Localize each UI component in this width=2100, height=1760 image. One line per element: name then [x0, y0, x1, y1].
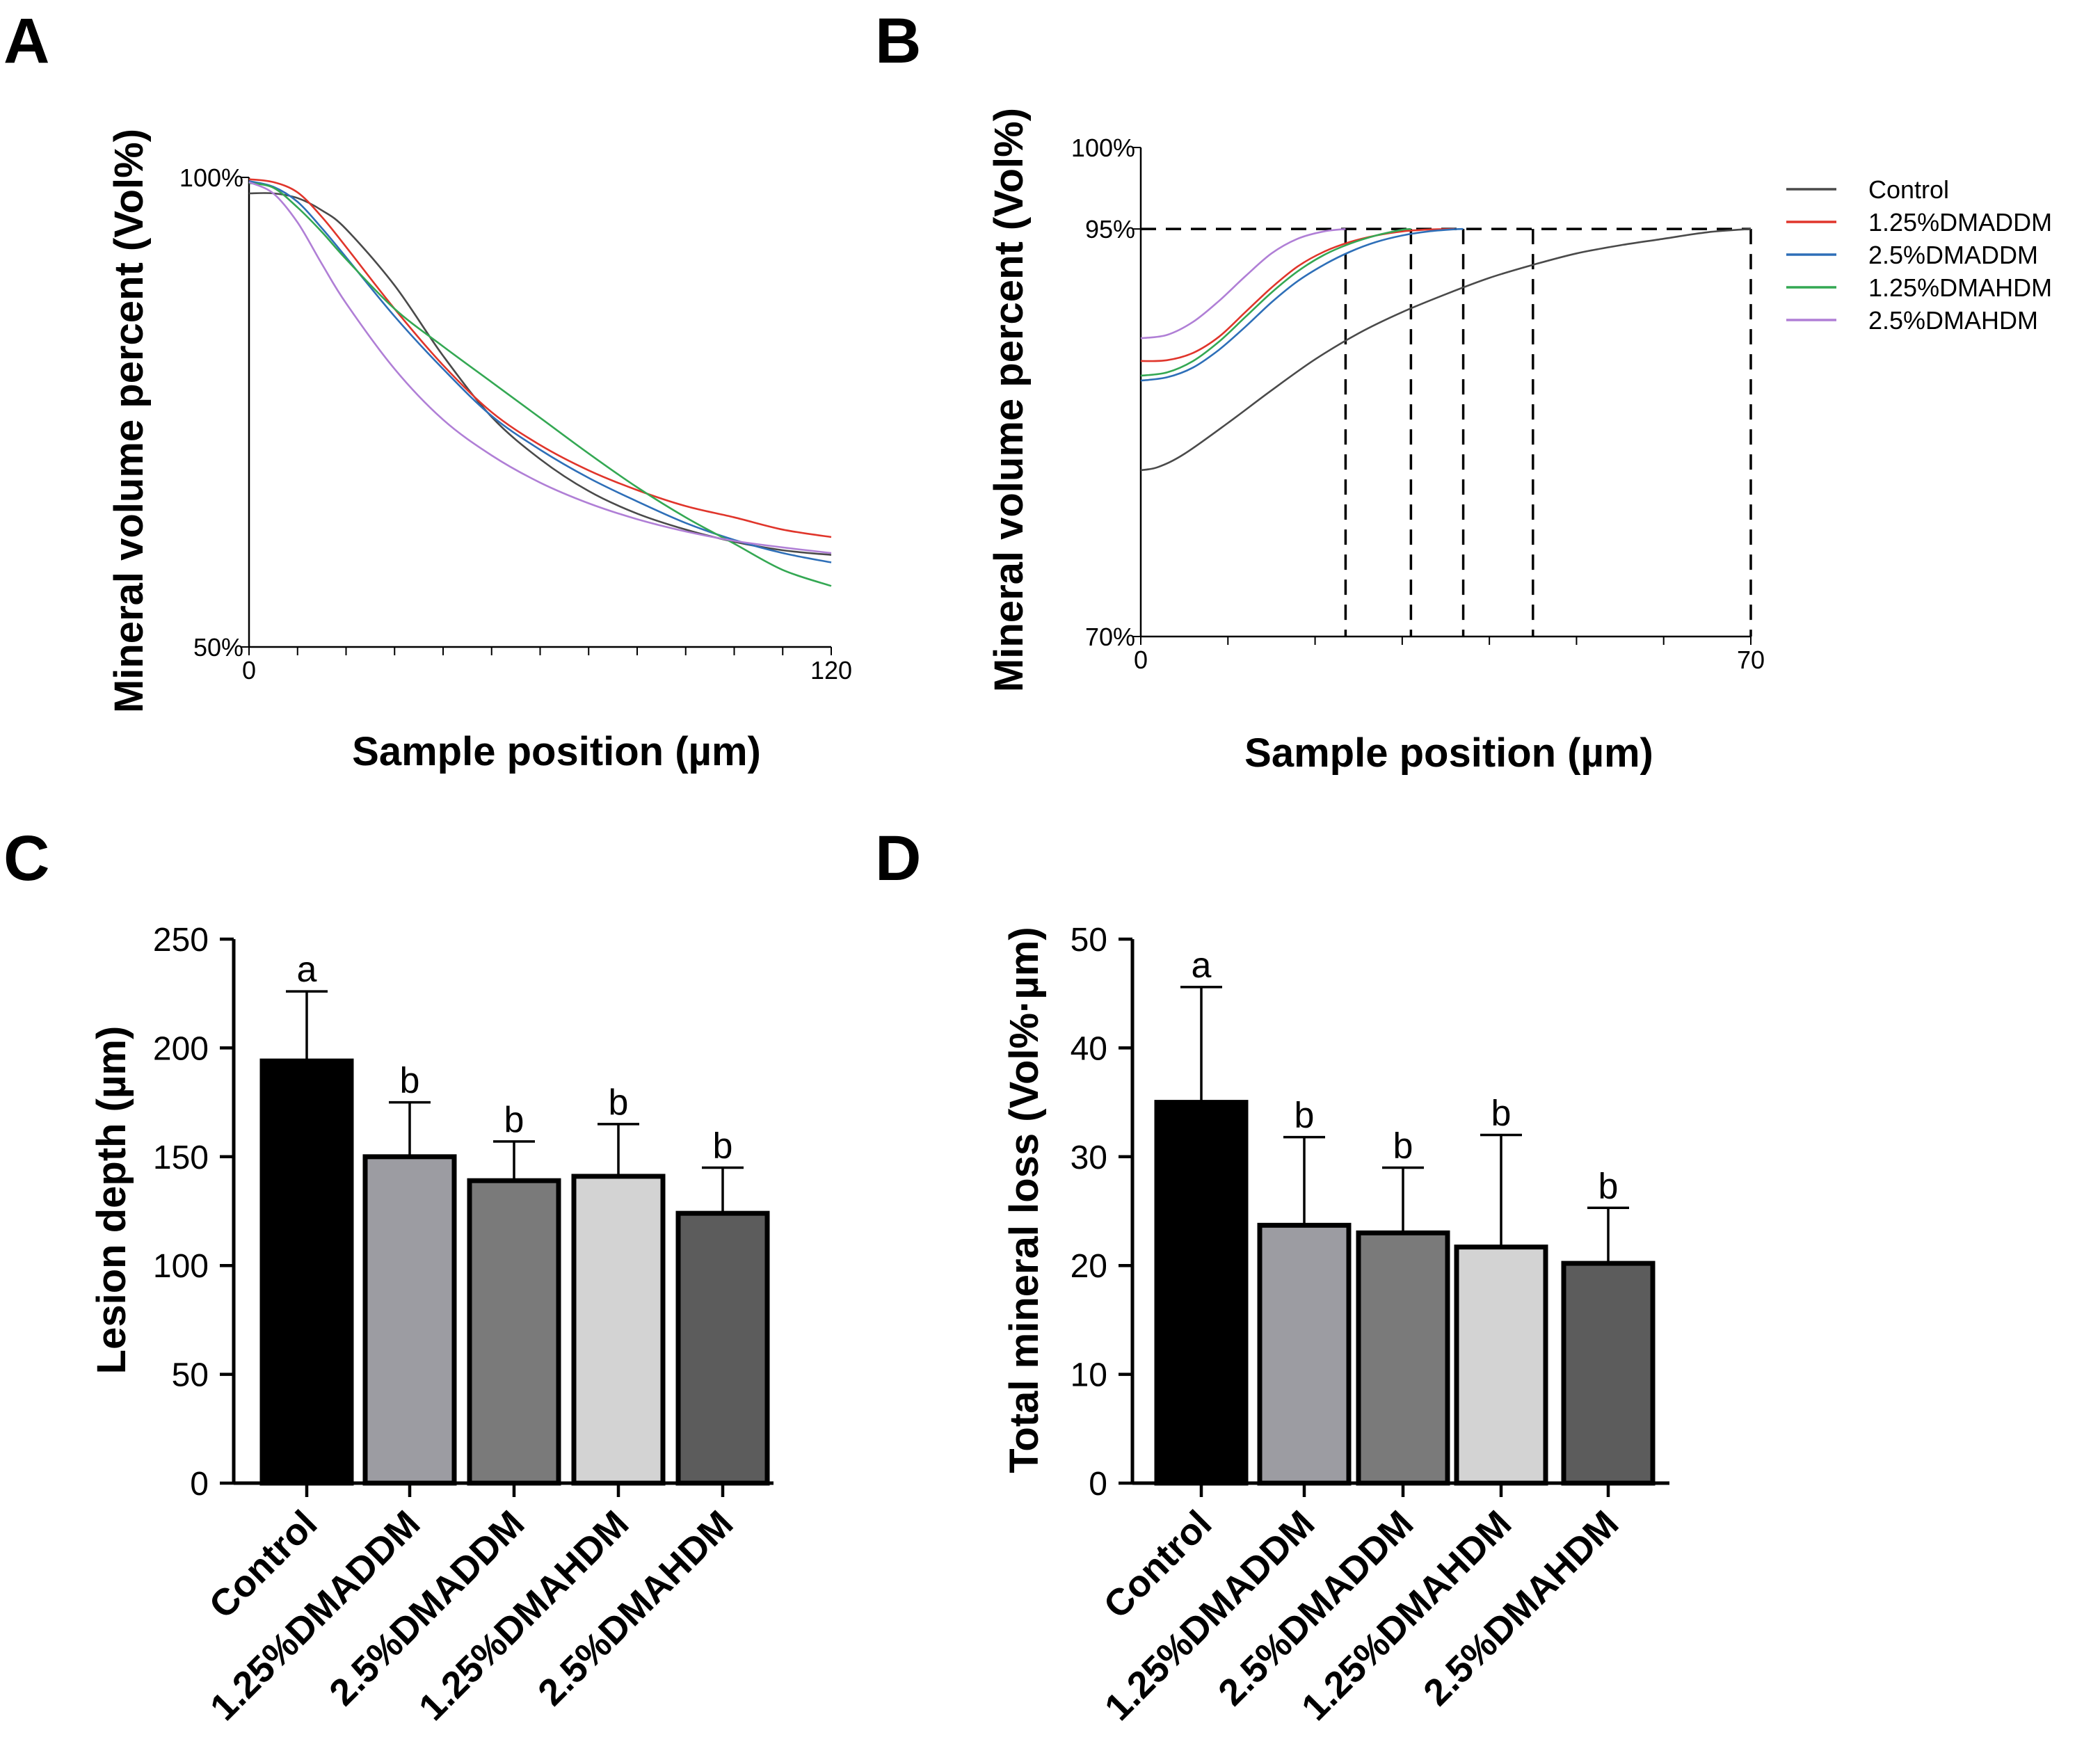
panel-a-series-1-25-dmahdm	[248, 182, 832, 587]
panel-b-series-1-25-dmaddm	[1140, 227, 1455, 362]
panel-c-y-tick-label: 250	[153, 922, 209, 959]
panel-c-sig-letter: b	[713, 1126, 733, 1166]
panel-d-y-tick-label: 50	[1071, 922, 1107, 959]
panel-b-y-tick-label: 70%	[1085, 623, 1135, 651]
panel-a-x-tick-label: 120	[810, 656, 852, 685]
panel-c-bars: a b b b b	[259, 950, 770, 1486]
panel-a-y-tick-label: 100%	[179, 163, 243, 192]
panel-d-y-tick-label: 10	[1071, 1357, 1107, 1394]
legend-label-2-5-dmaddm: 2.5%DMADDM	[1868, 241, 2038, 269]
panel-c-y-axis-title: Lesion depth (µm)	[89, 1026, 134, 1375]
panel-d-bar-control	[1154, 1100, 1249, 1486]
panel-letter-d: D	[875, 823, 921, 894]
panel-c-y-tick-label: 200	[153, 1030, 209, 1067]
panel-letter-c: C	[3, 823, 49, 894]
panel-d-y-tick-label: 0	[1089, 1466, 1107, 1503]
panel-a-y-tick-label: 50%	[193, 633, 243, 662]
panel-d-y-tick-label: 20	[1071, 1248, 1107, 1285]
panel-b-y-tick-label: 100%	[1071, 134, 1135, 162]
panel-a-axes: 0 120 50% 100%	[179, 163, 852, 685]
panel-b-axes: 0 70 70% 95% 100%	[1071, 134, 1765, 674]
panel-b-line-chart: 0 70 70% 95% 100% Control 1.25%DMADDM 2.5%DMAD…	[986, 108, 2052, 776]
panel-c-y-tick-label: 100	[153, 1248, 209, 1285]
panel-b-x-axis-title: Sample position (µm)	[1244, 730, 1653, 776]
panel-b-y-axis-title: Mineral volume percent (Vol%)	[986, 108, 1032, 692]
panel-a-series	[248, 178, 832, 587]
panel-d-y-tick-label: 30	[1071, 1139, 1107, 1176]
panel-c-sig-letter: a	[297, 950, 317, 990]
panel-b-series-control	[1140, 227, 1752, 472]
panel-c-y-tick-label: 150	[153, 1139, 209, 1176]
panel-d-bar-2-5-dmaddm	[1356, 1230, 1450, 1486]
panel-b-x-tick-label: 0	[1134, 646, 1148, 674]
panel-d-y-axis-title: Total mineral loss (Vol%·µm)	[1002, 927, 1047, 1473]
panel-a-line-chart: 0 120 50% 100% Sample position (µm) Mineral…	[106, 129, 852, 774]
panel-c-category-label-2-5-dmahdm: 2.5%DMAHDM	[530, 1503, 741, 1713]
panel-d-bar-1-25-dmaddm	[1257, 1222, 1352, 1486]
legend-label-1-25-dmaddm: 1.25%DMADDM	[1868, 208, 2052, 237]
panel-c-sig-letter: b	[609, 1082, 629, 1123]
panel-c-sig-letter: b	[400, 1061, 420, 1101]
panel-d-sig-letter: b	[1295, 1096, 1315, 1136]
panel-d-bar-chart: 01020304050Control1.25%DMADDM2.5%DMADDM1…	[1002, 922, 1669, 1729]
panel-b-series	[1140, 227, 1752, 472]
legend-label-control: Control	[1868, 175, 1949, 204]
panel-c-bar-1-25-dmahdm	[571, 1174, 666, 1486]
panel-c-bar-chart: 050100150200250Control1.25%DMADDM2.5%DMA…	[89, 922, 774, 1729]
panel-c-sig-letter: b	[504, 1100, 524, 1140]
panel-c-bar-2-5-dmaddm	[467, 1178, 561, 1486]
legend-label-2-5-dmahdm: 2.5%DMAHDM	[1868, 306, 2038, 335]
legend-label-1-25-dmahdm: 1.25%DMAHDM	[1868, 273, 2052, 302]
panel-a-x-axis-title: Sample position (µm)	[352, 729, 761, 774]
panel-d-sig-letter: b	[1598, 1166, 1619, 1206]
panel-b-legend: Control 1.25%DMADDM 2.5%DMADDM 1.25%DMAHDM 2…	[1786, 175, 2052, 335]
panel-a-series-2-5-dmahdm	[248, 181, 832, 554]
panel-a-series-1-25-dmaddm	[248, 178, 832, 538]
panel-d-sig-letter: a	[1192, 945, 1212, 986]
panel-b-reference-lines	[1141, 227, 1752, 637]
panel-a-x-tick-label: 0	[242, 656, 256, 685]
panel-letter-a: A	[3, 6, 49, 77]
panel-c-bar-control	[259, 1058, 354, 1486]
panel-b-series-2-5-dmahdm	[1140, 227, 1346, 339]
panel-c-y-tick-label: 0	[190, 1466, 209, 1503]
panel-d-bar-1-25-dmahdm	[1454, 1245, 1548, 1486]
panel-b-series-2-5-dmaddm	[1140, 227, 1464, 382]
panel-c-y-tick-label: 50	[172, 1357, 209, 1394]
panel-d-category-label-2-5-dmahdm: 2.5%DMAHDM	[1416, 1503, 1626, 1713]
panel-d-bar-2-5-dmahdm	[1561, 1261, 1656, 1486]
panel-a-y-axis-title: Mineral volume percent (Vol%)	[106, 129, 152, 713]
panel-d-sig-letter: b	[1393, 1126, 1413, 1166]
panel-b-series-1-25-dmahdm	[1140, 227, 1411, 377]
panel-c-bar-1-25-dmaddm	[362, 1154, 457, 1486]
panel-d-bars: a b b b b	[1154, 945, 1656, 1486]
panel-c-bar-2-5-dmahdm	[675, 1210, 770, 1486]
panel-a-series-2-5-dmaddm	[248, 180, 832, 563]
panel-d-y-tick-label: 40	[1071, 1030, 1107, 1067]
panel-d-sig-letter: b	[1491, 1094, 1512, 1134]
panel-b-y-tick-label: 95%	[1085, 215, 1135, 243]
panel-letter-b: B	[875, 6, 921, 77]
panel-b-x-tick-label: 70	[1737, 646, 1765, 674]
